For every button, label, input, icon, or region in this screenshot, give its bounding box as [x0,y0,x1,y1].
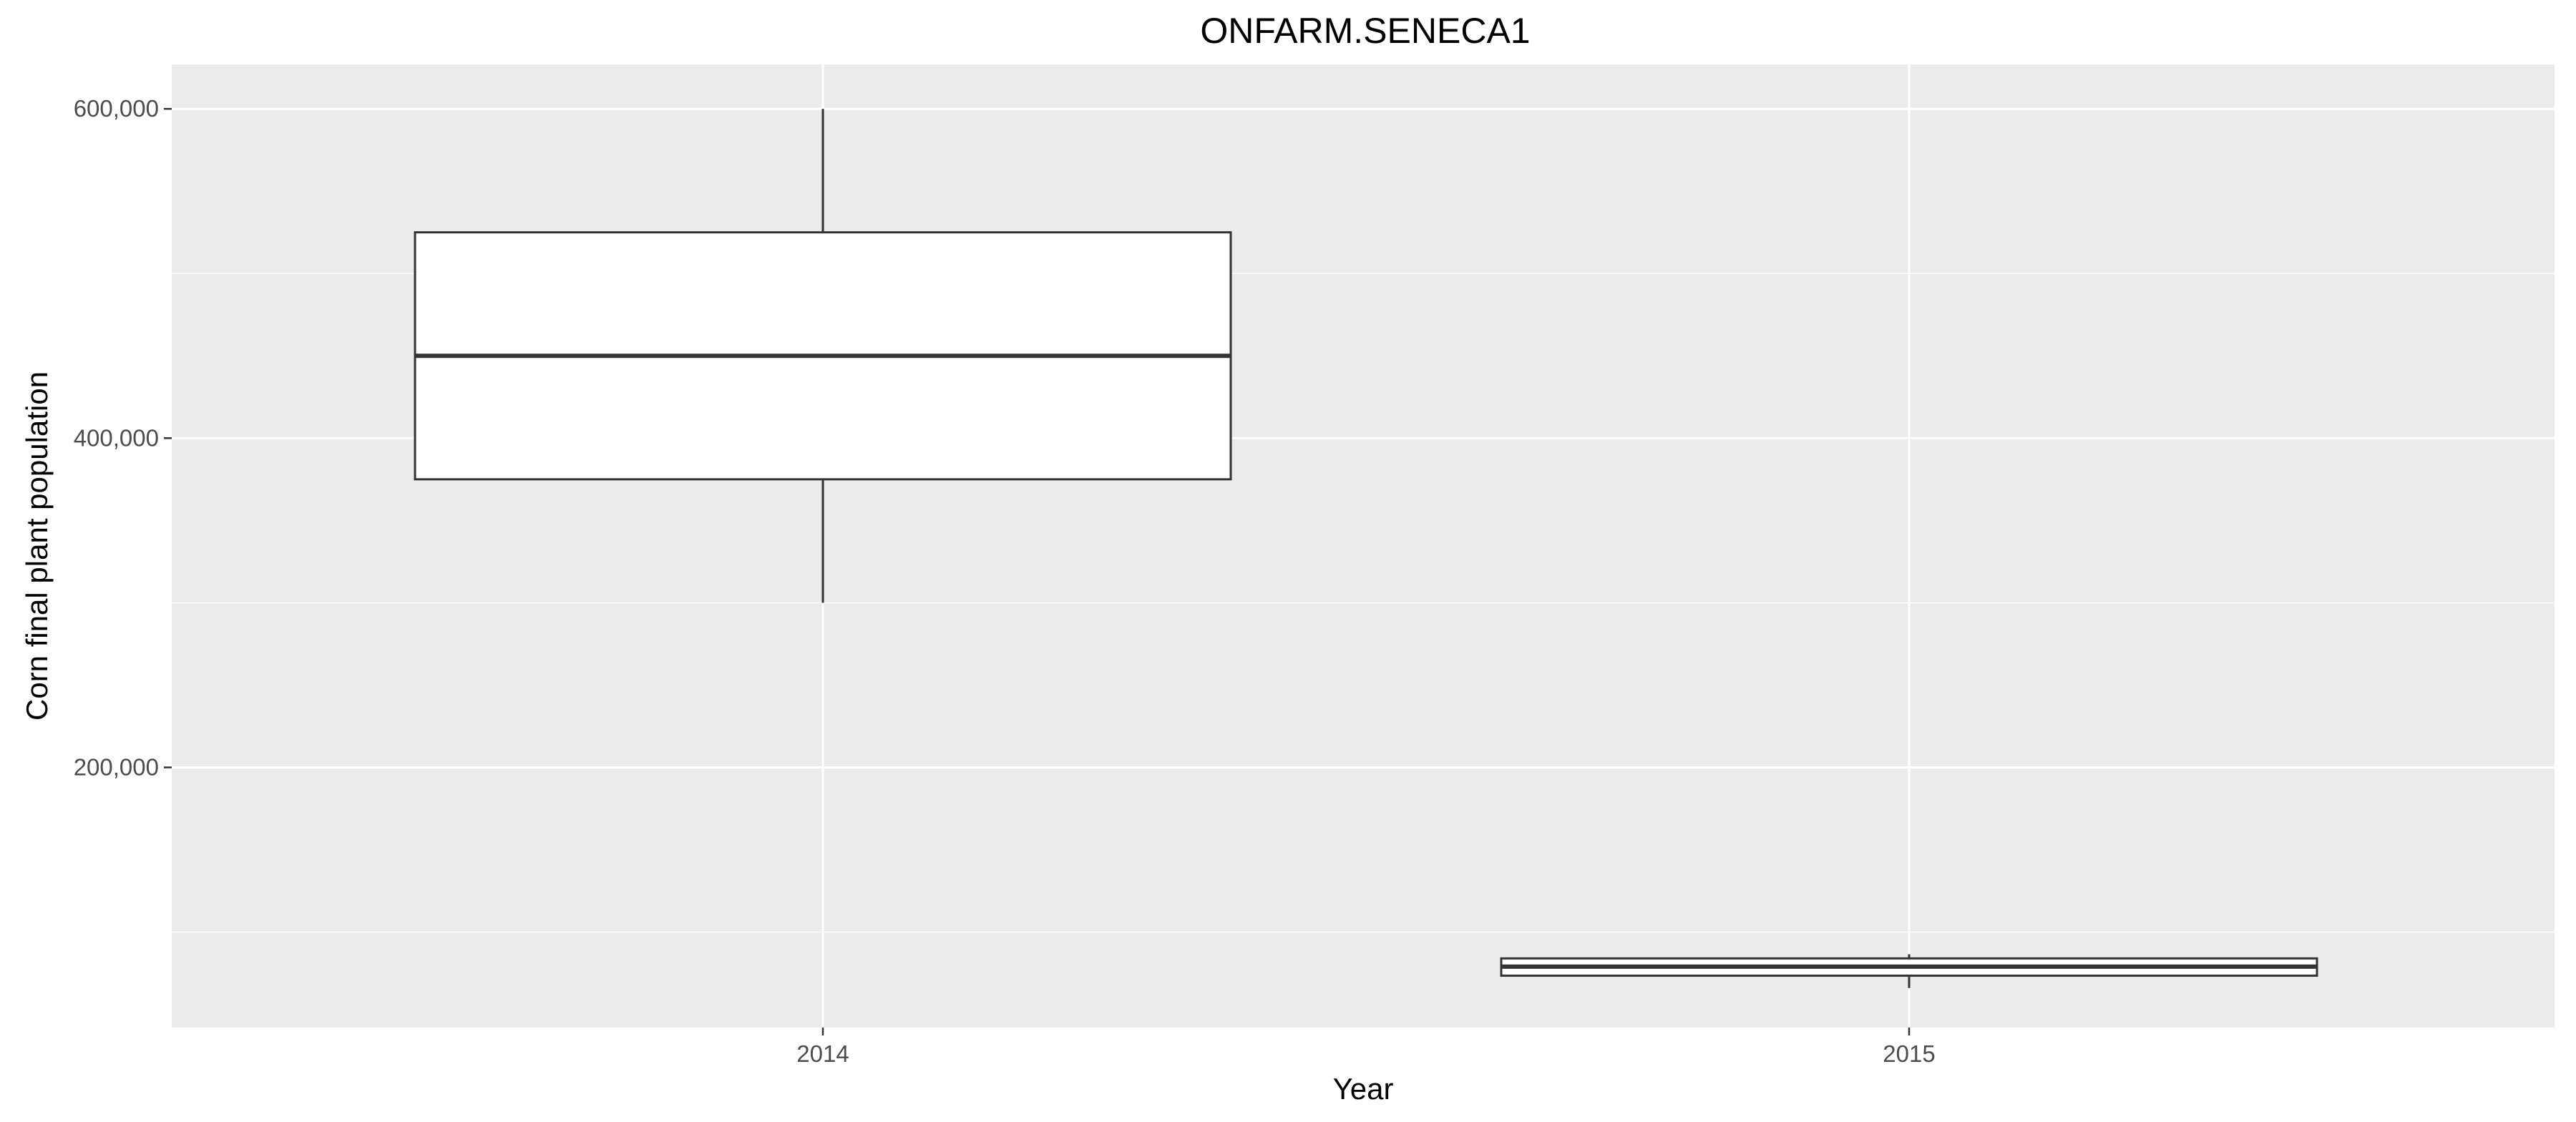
y-axis: 200,000 400,000 600,000 [74,95,172,780]
y-tick-label: 400,000 [74,424,159,451]
y-axis-title: Corn final plant population [20,371,54,721]
x-tick-label: 2015 [1883,1040,1935,1067]
box-2015 [1500,954,2318,988]
box-2014 [414,109,1232,603]
plot-panel [172,64,2555,1028]
x-axis: 2014 2015 [796,1028,1936,1067]
x-tick-label: 2014 [796,1040,849,1067]
y-tick-label: 200,000 [74,753,159,780]
boxes [414,109,2318,988]
y-tick-label: 600,000 [74,95,159,122]
chart-title: ONFARM.SENECA1 [1200,11,1530,51]
x-axis-title: Year [1333,1072,1394,1106]
